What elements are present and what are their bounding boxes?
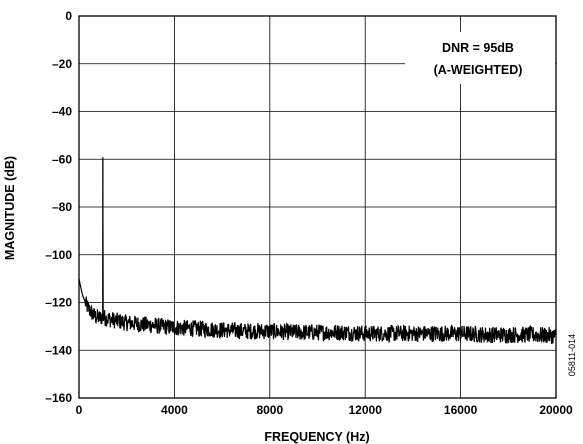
- x-tick-labels: 0 4000 8000 12000 16000 20000: [76, 403, 573, 417]
- spectrum-trace-group: [78, 157, 557, 345]
- x-axis-title: FREQUENCY (Hz): [264, 430, 369, 444]
- y-tick-label: –160: [45, 391, 72, 405]
- grid-lines: [79, 16, 556, 398]
- y-tick-label: 0: [65, 9, 72, 23]
- x-tick-label: 12000: [349, 403, 383, 417]
- y-tick-label: –100: [45, 248, 72, 262]
- plot-frame: [78, 15, 557, 399]
- x-tick-label: 4000: [161, 403, 188, 417]
- y-tick-label: –120: [45, 296, 72, 310]
- x-tick-label: 8000: [256, 403, 283, 417]
- y-tick-label: –20: [52, 57, 72, 71]
- annotation-line-2: (A-WEIGHTED): [434, 63, 523, 77]
- x-tick-label: 16000: [444, 403, 478, 417]
- y-tick-label: –140: [45, 343, 72, 357]
- annotation-line-1: DNR = 95dB: [442, 41, 514, 55]
- x-tick-label: 20000: [539, 403, 573, 417]
- y-tick-label: –60: [52, 152, 72, 166]
- annotation-box: [405, 32, 555, 84]
- y-tick-label: –80: [52, 200, 72, 214]
- y-axis-title: MAGNITUDE (dB): [3, 156, 17, 260]
- figure-id: 05811-014: [567, 334, 577, 376]
- x-tick-label: 0: [76, 403, 83, 417]
- y-tick-label: –40: [52, 105, 72, 119]
- spectrum-trace: [78, 157, 557, 345]
- y-tick-labels: 0 –20 –40 –60 –80 –100 –120 –140 –160: [45, 9, 72, 405]
